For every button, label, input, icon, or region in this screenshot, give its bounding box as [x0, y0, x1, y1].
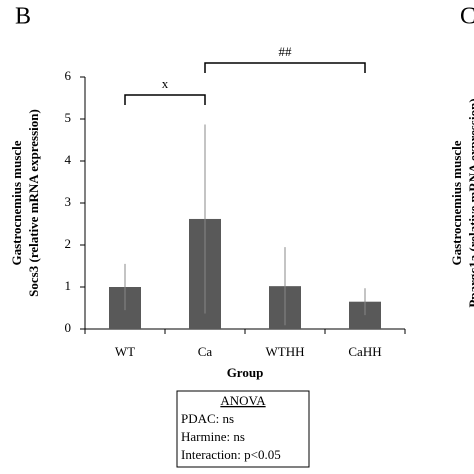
x-tick-label: CaHH — [348, 344, 381, 359]
annotation: x — [162, 76, 169, 91]
y-tick-label: 0 — [65, 320, 72, 335]
x-title: Group — [227, 365, 264, 380]
panel-label: B — [15, 4, 31, 30]
anova-title: ANOVA — [220, 393, 266, 408]
x-tick-label: WTHH — [266, 344, 305, 359]
anova-line: Interaction: p<0.05 — [181, 447, 281, 462]
anova-line: PDAC: ns — [181, 411, 234, 426]
y-tick-label: 5 — [65, 110, 72, 125]
panel-label: C — [460, 4, 474, 30]
x-tick-label: Ca — [198, 344, 213, 359]
y-title: Gastrocnemius muscle Socs3 (relative mRN… — [9, 109, 41, 297]
bracket — [204, 62, 366, 73]
y-tick-label: 3 — [65, 194, 72, 209]
anova-box — [176, 390, 310, 468]
y-tick-label: 6 — [65, 68, 72, 83]
annotation: ## — [279, 44, 293, 59]
y-title: Gastrocnemius muscle Ppargc1a (relative … — [449, 98, 474, 307]
bracket — [124, 94, 206, 105]
y-tick-label: 4 — [65, 152, 72, 167]
y-title-line: Socs3 (relative mRNA expression) — [26, 109, 41, 297]
y-tick-label: 1 — [65, 278, 72, 293]
y-title-line: Gastrocnemius muscle — [449, 140, 464, 265]
x-tick-label: WT — [115, 344, 135, 359]
y-title-line: Gastrocnemius muscle — [9, 140, 24, 265]
y-title-line: Ppargc1a (relative mRNA expression) — [466, 98, 474, 307]
y-tick-label: 2 — [65, 236, 72, 251]
anova-line: Harmine: ns — [181, 429, 245, 444]
